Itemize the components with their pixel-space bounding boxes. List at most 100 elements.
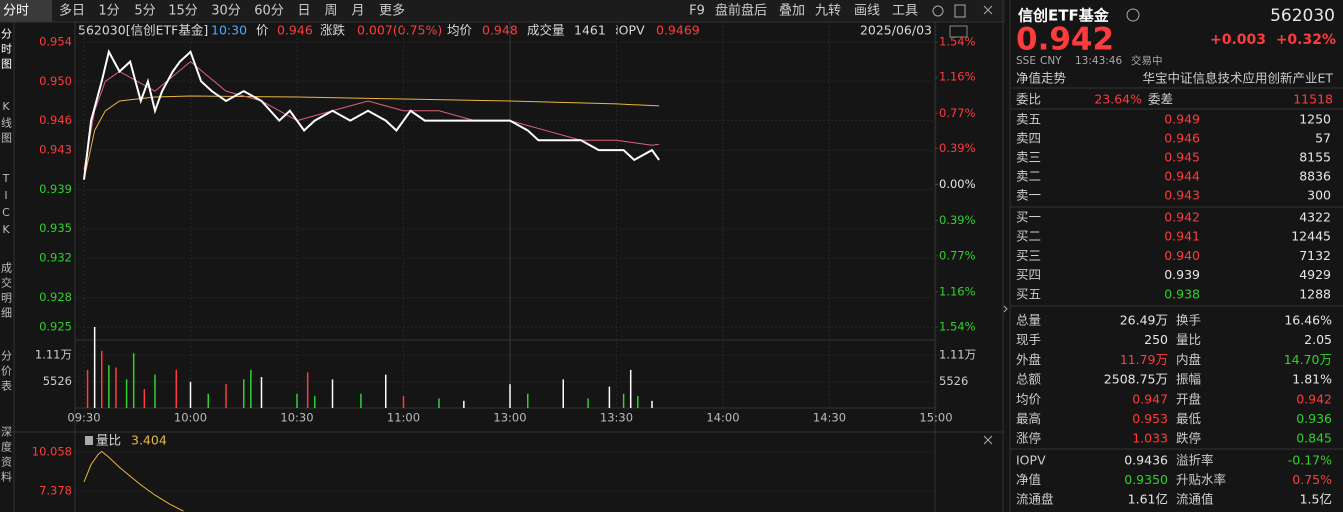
volume-bar bbox=[608, 386, 611, 408]
toolbar-tab[interactable]: 分时 bbox=[3, 4, 29, 19]
collapse-arrow[interactable] bbox=[1003, 305, 1008, 313]
y2-tick-label: 1.16% bbox=[939, 70, 976, 84]
toolbar-tool[interactable]: 九转 bbox=[815, 4, 841, 19]
stat-label: 外盘 bbox=[1016, 352, 1041, 367]
layout-icon[interactable] bbox=[954, 4, 966, 18]
stat-value: 14.70万 bbox=[1284, 352, 1332, 367]
chart-header-item: 涨跌 bbox=[320, 23, 346, 38]
quote-meta: 交易中 bbox=[1131, 54, 1163, 67]
nav-trend[interactable]: 净值走势 bbox=[1016, 71, 1067, 86]
stat-label: 总量 bbox=[1016, 313, 1041, 328]
y2-tick-label: 0.39% bbox=[939, 141, 976, 155]
volume-bar bbox=[402, 396, 405, 408]
stat-label: 净值 bbox=[1016, 472, 1041, 487]
chart-header-item: 0.946 bbox=[277, 23, 313, 38]
y-tick-label: 0.939 bbox=[39, 182, 72, 196]
ratio-value: 3.404 bbox=[131, 433, 167, 448]
close-button[interactable] bbox=[983, 435, 993, 445]
volume-bar bbox=[622, 393, 625, 408]
volume-bar bbox=[296, 393, 298, 408]
volume-bar bbox=[651, 400, 653, 408]
web-icon[interactable] bbox=[949, 25, 968, 38]
stat-value: 2508.75万 bbox=[1104, 372, 1168, 387]
price-line bbox=[83, 49, 660, 180]
volume-bar bbox=[86, 369, 89, 408]
y2-tick-label: 0.39% bbox=[939, 213, 976, 227]
y-tick-label: 0.950 bbox=[39, 74, 72, 88]
toolbar-tab[interactable]: 60分 bbox=[254, 4, 284, 19]
volume-bar bbox=[101, 350, 103, 408]
toolbar-tab[interactable]: 多日 bbox=[59, 3, 85, 19]
toolbar-tab[interactable]: 日 bbox=[297, 4, 310, 19]
stat-value: 11.79万 bbox=[1120, 352, 1168, 367]
toolbar-tab[interactable]: 周 bbox=[324, 4, 337, 19]
volume-tick-label: 5526 bbox=[43, 374, 72, 388]
x-tick-label: 11:00 bbox=[387, 411, 420, 425]
order-volume: 57 bbox=[1315, 131, 1331, 146]
chart-header-item: 1461 bbox=[574, 23, 606, 38]
lock-icon bbox=[85, 436, 93, 445]
side-tab[interactable]: 分时图 bbox=[0, 28, 13, 73]
toolbar-tool[interactable]: F9 bbox=[689, 4, 705, 19]
field-value: 11518 bbox=[1293, 92, 1333, 107]
toolbar-tab[interactable]: 15分 bbox=[168, 4, 198, 19]
x-tick-label: 10:30 bbox=[280, 411, 313, 425]
side-tab[interactable]: TICK bbox=[0, 172, 13, 240]
side-tab[interactable]: K线图 bbox=[0, 100, 13, 147]
x-tick-label: 15:00 bbox=[919, 411, 952, 425]
active-tab bbox=[0, 0, 52, 22]
chart-header-item: 0.9469 bbox=[656, 23, 700, 38]
settings-icon[interactable] bbox=[932, 5, 944, 17]
stat-value: 0.9350 bbox=[1124, 472, 1168, 487]
stat-value: 1.5亿 bbox=[1300, 492, 1332, 507]
order-label: 卖五 bbox=[1016, 112, 1041, 127]
volume-bar bbox=[132, 353, 135, 408]
order-price: 0.938 bbox=[1164, 286, 1200, 301]
toolbar-tool[interactable]: 盘前盘后 bbox=[715, 3, 767, 19]
toolbar-tool[interactable]: 工具 bbox=[892, 4, 918, 19]
chart-header-item: 10:30 bbox=[211, 23, 247, 38]
chart-header-item: 均价 bbox=[447, 23, 473, 38]
chart-header-item: 价 bbox=[256, 23, 269, 38]
side-tab[interactable]: 深度资料 bbox=[0, 426, 13, 486]
volume-bar bbox=[154, 374, 156, 408]
y2-tick-label: 1.54% bbox=[939, 320, 976, 334]
volume-bar bbox=[108, 365, 110, 408]
toolbar-tab[interactable]: 5分 bbox=[134, 4, 155, 19]
toolbar bbox=[0, 0, 1005, 22]
ratio-tick-label: 10.058 bbox=[32, 445, 72, 459]
volume-bar bbox=[306, 372, 309, 408]
order-volume: 7132 bbox=[1299, 248, 1331, 263]
stat-label: 升贴水率 bbox=[1176, 472, 1226, 487]
order-price: 0.941 bbox=[1164, 229, 1200, 244]
y-tick-label: 0.943 bbox=[39, 143, 72, 157]
security-name: 信创ETF基金 bbox=[1018, 7, 1110, 25]
volume-bar bbox=[175, 369, 178, 408]
side-tab[interactable]: 分价表 bbox=[0, 350, 13, 395]
order-price: 0.939 bbox=[1164, 267, 1200, 282]
toolbar-tab[interactable]: 月 bbox=[351, 4, 364, 19]
stat-value: 0.75% bbox=[1292, 472, 1332, 487]
toolbar-tool[interactable]: 叠加 bbox=[779, 4, 805, 19]
stat-value: -0.17% bbox=[1288, 453, 1332, 468]
volume-bar bbox=[385, 374, 387, 408]
order-volume: 12445 bbox=[1291, 229, 1331, 244]
order-volume: 8155 bbox=[1299, 150, 1331, 165]
side-tab[interactable]: 成交明细 bbox=[0, 262, 13, 322]
stat-label: 内盘 bbox=[1176, 352, 1201, 367]
order-price: 0.940 bbox=[1164, 248, 1200, 263]
stat-label: 最高 bbox=[1016, 411, 1041, 426]
close-button[interactable] bbox=[983, 5, 993, 15]
toolbar-tab[interactable]: 更多 bbox=[379, 3, 405, 19]
chart-header-item: 562030[信创ETF基金] bbox=[78, 23, 208, 38]
y-tick-label: 0.925 bbox=[39, 320, 72, 334]
order-volume: 8836 bbox=[1299, 169, 1331, 184]
toolbar-tab[interactable]: 30分 bbox=[211, 4, 241, 19]
toolbar-tab[interactable]: 1分 bbox=[98, 4, 119, 19]
volume-bar bbox=[637, 396, 639, 408]
toolbar-tool[interactable]: 画线 bbox=[854, 4, 880, 19]
info-icon[interactable] bbox=[1126, 8, 1140, 22]
volume-bar bbox=[527, 393, 529, 408]
